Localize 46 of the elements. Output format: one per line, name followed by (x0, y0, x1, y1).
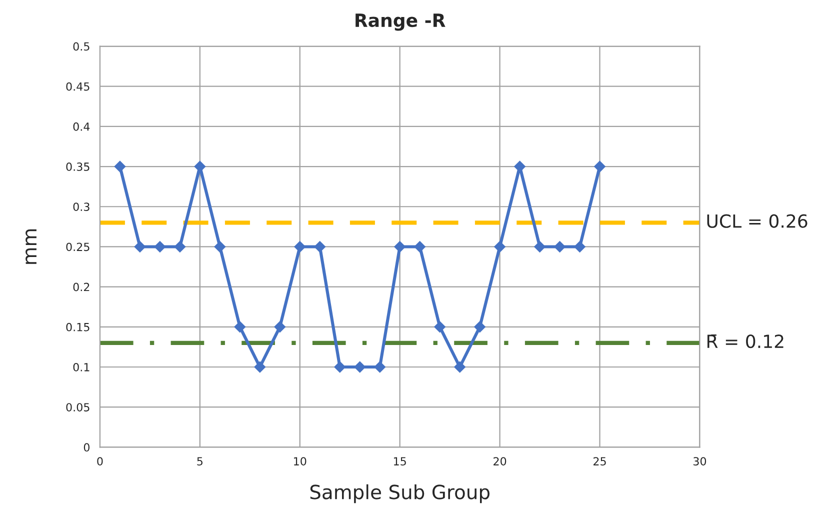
y-tick-label: 0 (84, 443, 90, 452)
chart-title: Range -R (356, 14, 446, 31)
x-tick-label: 5 (197, 457, 202, 466)
point (414, 241, 426, 252)
x-tick-label: 15 (394, 457, 406, 466)
text: UCL = 0.26 (707, 214, 808, 228)
y-tick-label: 0.1 (73, 362, 90, 372)
point (574, 241, 586, 252)
point (354, 361, 366, 373)
point (274, 321, 286, 333)
point (554, 241, 566, 252)
y-tick-label: 0.25 (66, 242, 90, 252)
x-tick-label: 10 (294, 457, 306, 466)
y-tick-label: 0.3 (73, 202, 90, 212)
point (234, 321, 246, 333)
y-tick-label: 0.45 (66, 82, 90, 91)
y-tick-label: 0.4 (73, 122, 90, 131)
point (174, 241, 186, 252)
x-tick-label: 0 (97, 457, 103, 466)
point (594, 160, 606, 172)
y-tick-label: 0.5 (73, 42, 90, 51)
point (154, 241, 166, 252)
point (254, 361, 266, 373)
y-tick-label: 0.2 (73, 282, 90, 292)
y-axis-title: mm (26, 229, 36, 264)
x-tick-label: 25 (594, 457, 606, 466)
point (374, 361, 386, 373)
point (434, 321, 446, 333)
point (114, 160, 126, 172)
y-tick-label: 0.05 (66, 403, 90, 412)
point (334, 361, 346, 373)
point (534, 241, 546, 252)
point (314, 241, 326, 252)
x-tick-label: 30 (694, 457, 706, 466)
y-tick-label: 0.15 (66, 322, 90, 332)
y-tick-label: 0.35 (66, 162, 90, 171)
point (474, 321, 486, 333)
point (294, 241, 306, 252)
point (394, 241, 406, 252)
point (134, 241, 146, 252)
point (494, 241, 506, 252)
point (454, 361, 466, 373)
x-axis-title: Sample Sub Group (310, 484, 490, 504)
text: R̄ = 0.12 (707, 334, 784, 348)
point (214, 241, 226, 252)
x-tick-label: 20 (494, 457, 506, 466)
